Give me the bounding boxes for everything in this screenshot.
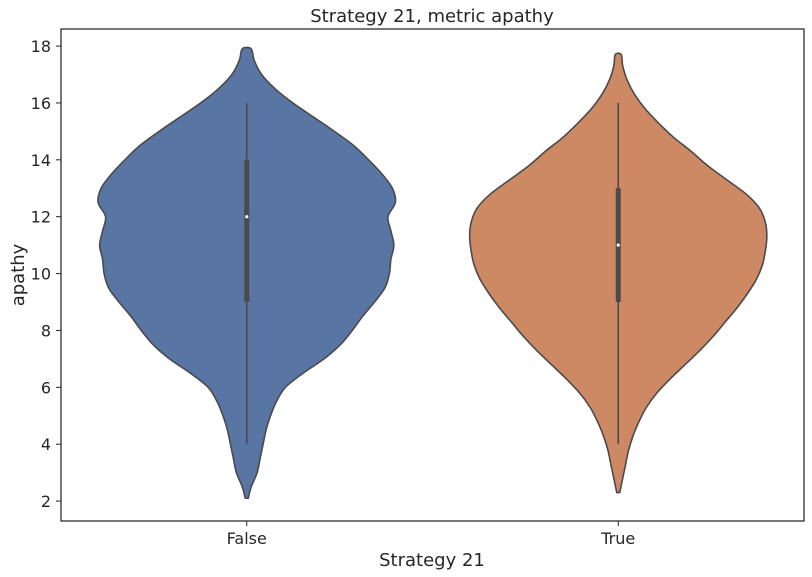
y-axis-label: apathy bbox=[8, 243, 29, 306]
x-tick-label: True bbox=[600, 529, 635, 548]
x-axis-label: Strategy 21 bbox=[379, 550, 485, 571]
x-axis-ticks: False True bbox=[227, 521, 635, 548]
y-tick-label: 14 bbox=[31, 151, 51, 170]
y-tick-label: 4 bbox=[41, 435, 51, 454]
y-axis-ticks: 2 4 6 8 10 12 14 16 18 bbox=[31, 37, 61, 511]
y-tick-label: 8 bbox=[41, 321, 51, 340]
y-tick-label: 10 bbox=[31, 265, 51, 284]
y-tick-label: 2 bbox=[41, 492, 51, 511]
median-dot-false bbox=[245, 215, 249, 219]
median-dot-true bbox=[616, 243, 620, 247]
y-tick-label: 12 bbox=[31, 208, 51, 227]
violins-group bbox=[97, 46, 768, 500]
chart-title: Strategy 21, metric apathy bbox=[310, 6, 554, 27]
x-tick-label: False bbox=[227, 529, 267, 548]
y-tick-label: 16 bbox=[31, 94, 51, 113]
y-tick-label: 18 bbox=[31, 37, 51, 56]
y-tick-label: 6 bbox=[41, 378, 51, 397]
plot-frame bbox=[60, 28, 805, 522]
